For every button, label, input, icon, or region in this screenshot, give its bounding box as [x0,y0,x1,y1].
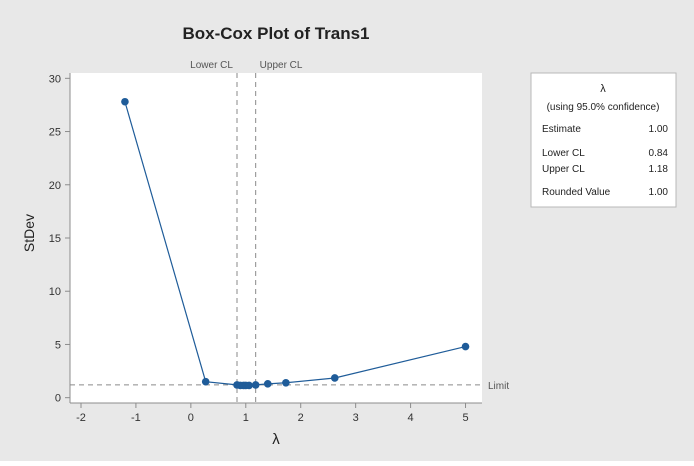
data-point [201,377,210,386]
x-tick-label: 3 [353,412,359,424]
x-tick-label: -1 [131,412,141,424]
y-tick-label: 30 [49,73,61,85]
y-axis-label: StDev [21,214,37,252]
y-tick-label: 20 [49,180,61,192]
data-point [282,378,290,387]
legend-header: λ [600,83,606,95]
x-tick-label: 1 [243,412,249,424]
y-tick-label: 25 [49,127,61,139]
data-point [245,381,253,390]
legend-label-estimate: Estimate [542,124,581,135]
data-point [461,342,470,351]
ci-line-label: Lower CL [190,60,233,71]
x-tick-label: 4 [408,412,414,424]
series-layer [121,97,470,390]
y-tick-label: 10 [49,286,61,298]
legend-value-estimate: 1.00 [649,124,669,135]
x-tick-label: 0 [188,412,194,424]
y-tick-label: 5 [55,339,61,351]
data-point [263,380,272,388]
x-tick-label: -2 [76,412,86,424]
data-point [251,381,260,389]
chart-title: Box-Cox Plot of Trans1 [182,24,369,43]
legend-value-lower-cl: 0.84 [649,148,669,159]
legend-value-rounded-value: 1.00 [649,187,669,198]
data-point [330,374,339,382]
legend-box-frame [530,72,677,208]
data-point [121,97,129,106]
limit-line-label: Limit [488,381,509,392]
y-tick-label: 15 [49,233,61,245]
x-axis-label: λ [272,431,280,448]
reference-lines: Lower CL Upper CL Limit [70,60,509,403]
legend-label-lower-cl: Lower CL [542,148,585,159]
legend-value-upper-cl: 1.18 [649,164,669,175]
legend-subheader: (using 95.0% confidence) [547,102,660,113]
ci-line-label: Upper CL [260,60,303,71]
y-axis: 0 5 10 15 20 25 30 [49,73,71,405]
legend-label-upper-cl: Upper CL [542,164,585,175]
x-axis: -2 -1 0 1 2 3 4 5 [70,402,482,424]
x-tick-label: 5 [462,412,468,424]
x-tick-label: 2 [298,412,304,424]
legend-label-rounded-value: Rounded Value [542,187,611,198]
plot-area [70,73,482,403]
legend-box: λ (using 95.0% confidence) Estimate 1.00… [530,72,677,208]
y-tick-label: 0 [55,393,61,405]
